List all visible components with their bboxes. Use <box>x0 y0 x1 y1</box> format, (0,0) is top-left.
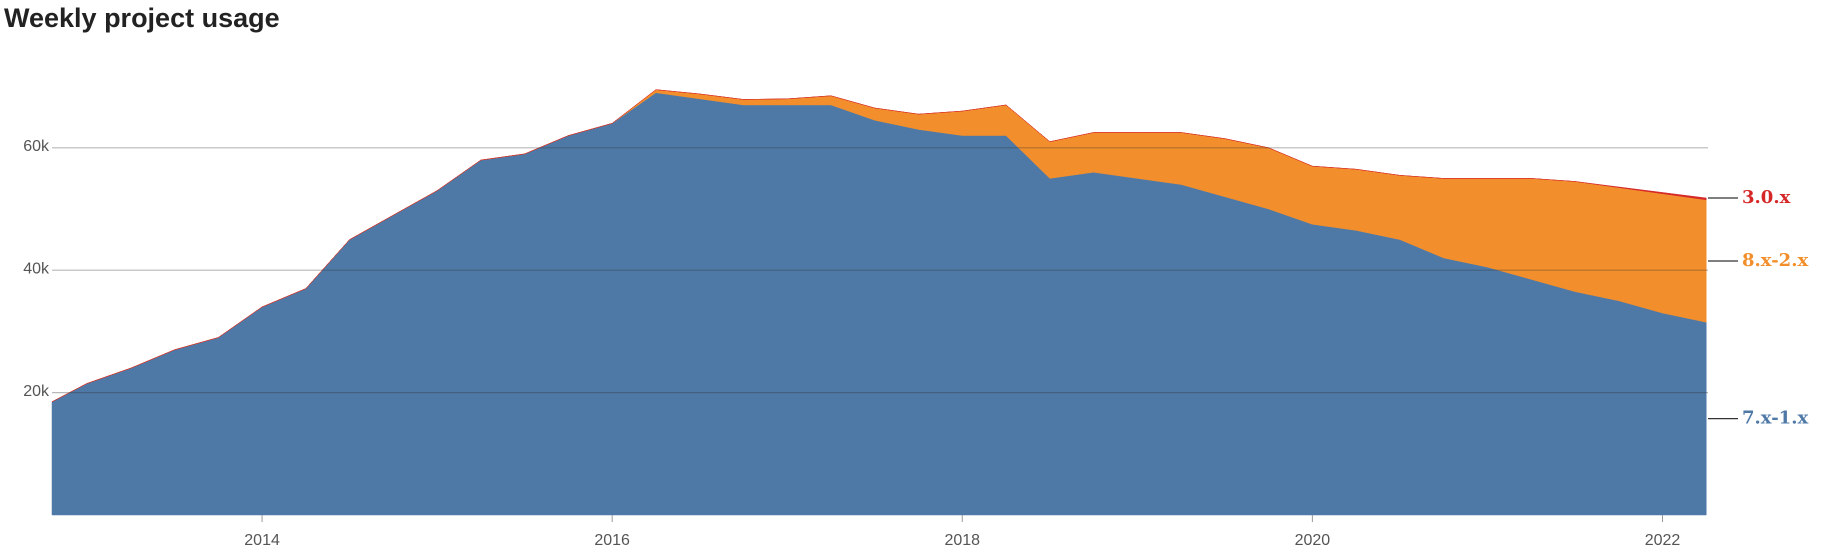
x-tick-label: 2014 <box>244 532 280 549</box>
legend-label: 3.0.x <box>1742 187 1791 208</box>
area <box>51 89 1707 403</box>
y-tick-label: 20k <box>23 383 50 400</box>
chart-title: Weekly project usage <box>4 3 280 33</box>
legend-label: 7.x-1.x <box>1742 408 1808 429</box>
x-tick-label: 2016 <box>594 532 630 549</box>
x-tick-label: 2018 <box>944 532 980 549</box>
area <box>51 92 1707 516</box>
y-tick-label: 60k <box>23 138 50 155</box>
x-tick-label: 2020 <box>1295 532 1331 549</box>
x-tick-label: 2022 <box>1645 532 1681 549</box>
y-tick-label: 40k <box>23 260 50 277</box>
legend-label: 8.x-2.x <box>1742 250 1808 271</box>
